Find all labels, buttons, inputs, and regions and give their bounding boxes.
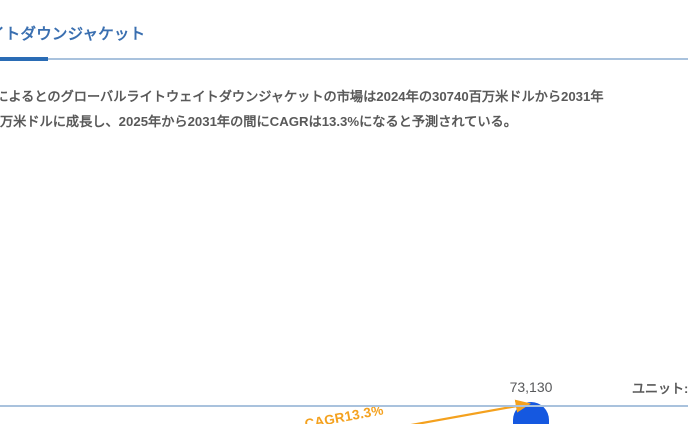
summary-line-1: earchによるとのグローバルライトウェイトダウンジャケットの市場は2024年の… bbox=[0, 89, 604, 104]
header-divider-accent bbox=[0, 57, 48, 61]
bar-group[interactable]: 34,6702025 bbox=[229, 178, 265, 424]
header-divider bbox=[0, 57, 688, 61]
bar-group[interactable]: 30,7402024 bbox=[136, 178, 172, 424]
summary-paragraph: earchによるとのグローバルライトウェイトダウンジャケットの市場は2024年の… bbox=[0, 84, 688, 134]
bar-value-label: 73,130 bbox=[509, 379, 553, 395]
summary-line-2: 万米ドルに成長し、2025年から2031年の間にCAGRは13.3%になると予測… bbox=[0, 114, 517, 129]
footer-rule bbox=[0, 405, 688, 407]
cagr-arrow-icon bbox=[410, 399, 532, 424]
bar-group[interactable]: 73,1302031 bbox=[510, 178, 552, 424]
header-divider-line bbox=[0, 58, 688, 60]
bar-chart: 30,740202434,670202573,1302031 CAGR13.3% bbox=[0, 178, 688, 424]
page-title: トウェイトダウンジャケット bbox=[0, 26, 146, 43]
unit-note: ユニット: 百万 bbox=[632, 381, 688, 396]
